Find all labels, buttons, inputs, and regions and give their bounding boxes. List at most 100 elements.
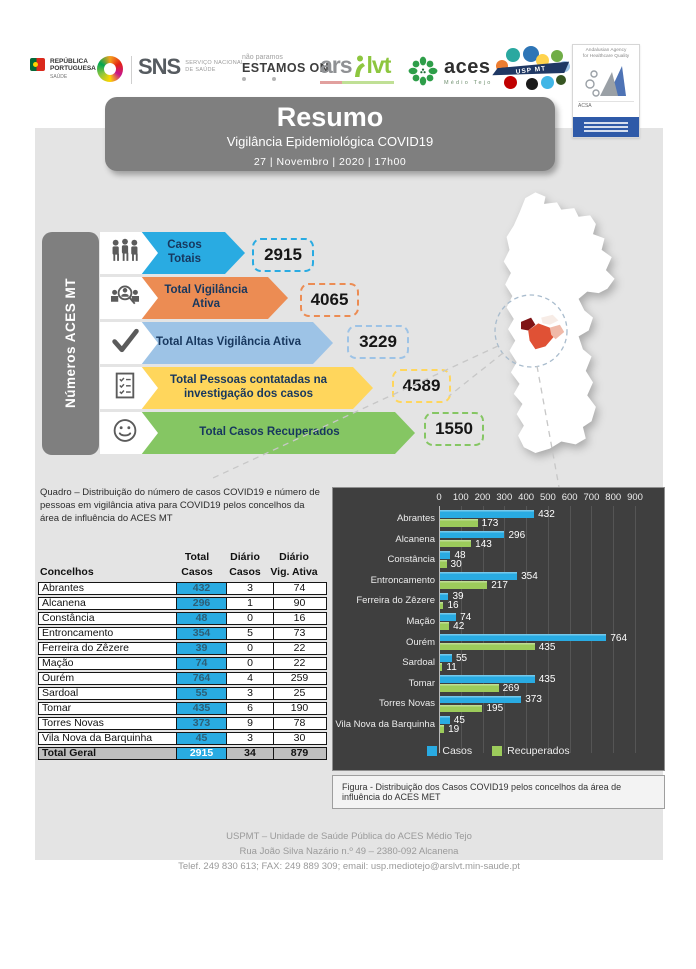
usp-mt-title: USP MT (515, 65, 547, 76)
cell-diario-casos: 3 (226, 731, 274, 745)
acsa-line2: for Healthcare Quality (582, 53, 630, 59)
cell-diario-casos: 4 (226, 671, 274, 685)
cell-total-casos: 432 (175, 581, 228, 595)
cell-total-casos: 435 (175, 701, 228, 715)
chart-axis-tick: 700 (583, 492, 600, 503)
number-banner-label: Total Altas Vigilância Ativa (155, 336, 302, 349)
numbers-side-label: Números ACES MT (42, 232, 99, 455)
chart-legend: Casos Recuperados (333, 745, 664, 757)
cell-diario-vig: 74 (272, 581, 327, 595)
number-banner-label: Total Pessoas contatadas na investigação… (169, 374, 327, 400)
chart-bar-casos (440, 551, 451, 559)
table-row: Ourém 764 4 259 (38, 671, 327, 685)
chart-bar-value: 296 (508, 529, 526, 541)
cell-diario-casos: 9 (226, 716, 274, 730)
header-logo-row: REPÚBLICA PORTUGUESA SAÚDE SNS SERVIÇO N… (0, 0, 696, 138)
surveillance-icon (107, 282, 143, 314)
estamos-on-marks (242, 77, 329, 81)
chart-bar-value: 11 (446, 662, 457, 674)
chart-category-label: Sardoal (402, 657, 435, 669)
table-row: Entroncamento 354 5 73 (38, 626, 327, 640)
chart-bar-recuperados (440, 642, 535, 651)
chart-axis-tick: 600 (561, 492, 578, 503)
sns-line1: SERVIÇO NACIONAL (185, 60, 245, 67)
number-banner-arrow: Total Pessoas contatadas na investigação… (138, 367, 373, 409)
legend-label: Recuperados (507, 744, 570, 757)
cell-diario-casos: 3 (226, 581, 274, 595)
covid-bar-chart: 0 100 200 300 400 500 600 700 800 900 Abrantes 432 1… (332, 487, 665, 771)
cell-concelho: Abrantes (38, 581, 177, 595)
chart-bar-casos (440, 716, 450, 724)
number-value-box: 2915 (252, 238, 314, 272)
chart-bar-recuperados (440, 663, 443, 671)
table-row: Sardoal 55 3 25 (38, 686, 327, 700)
cell-total-casos: 39 (175, 641, 228, 655)
table-body: Abrantes 432 3 74 Alcanena 296 1 90 Constância 48… (38, 581, 327, 760)
aces-subtitle: Médio Tejo (444, 80, 493, 86)
chart-bar-casos (440, 675, 535, 683)
number-value: 2915 (264, 245, 302, 264)
chart-bar-recuperados (440, 622, 450, 630)
chart-bar-value: 16 (447, 600, 459, 612)
chart-bar-recuperados (440, 725, 445, 733)
logo-usp-mt: USP MT (496, 46, 572, 94)
table-row: Torres Novas 373 9 78 (38, 716, 327, 730)
chart-bar-value: 42 (453, 621, 465, 632)
chart-category-label: Alcanena (395, 533, 435, 545)
report-date: 27 | Novembro | 2020 | 17h00 (253, 156, 407, 168)
republica-sub: SAÚDE (50, 73, 68, 80)
chart-bar-value: 173 (481, 518, 499, 529)
chart-bar-casos (440, 572, 518, 580)
cell-diario-casos: 1 (226, 596, 274, 610)
number-banner-row: Total Casos Recuperados (100, 412, 415, 454)
cell-total-casos: 2915 (175, 746, 228, 760)
cell-total-casos: 74 (175, 656, 228, 670)
chart-bar-casos (440, 592, 449, 601)
chart-bar-casos (440, 530, 505, 539)
chart-category-label: Constância (387, 554, 435, 566)
table-total-row: Total Geral 2915 34 879 (38, 746, 327, 760)
chart-category-label: Mação (406, 616, 435, 627)
cell-concelho: Vila Nova da Barquinha (38, 731, 177, 745)
logo-ars-lvt: ars lvt (320, 52, 394, 84)
logo-estamos-on: não paramos ESTAMOS ON (242, 54, 329, 81)
legend-swatch (492, 745, 503, 756)
cell-diario-vig: 22 (272, 641, 327, 655)
cell-diario-vig: 78 (272, 716, 327, 730)
cell-diario-casos: 0 (226, 656, 274, 670)
chart-bar-value: 143 (475, 538, 492, 550)
number-value: 4065 (310, 290, 349, 309)
chart-bar-value: 195 (486, 703, 504, 715)
cell-total-casos: 55 (175, 686, 228, 700)
portugal-map (503, 192, 615, 453)
number-value: 3229 (359, 332, 397, 351)
number-banner-label: Casos Totais (167, 239, 202, 265)
number-banner-arrow: Total Vigilância Ativa (138, 277, 288, 319)
cell-concelho: Total Geral (38, 746, 177, 760)
legend-item-casos: Casos (427, 745, 472, 757)
page-subtitle: Vigilância Epidemiológica COVID19 (226, 134, 434, 149)
smiley-icon (107, 417, 143, 449)
footer-address: Rua João Silva Nazário n.º 49 – 2380-092… (239, 846, 459, 858)
ars-person-icon (354, 55, 365, 77)
aces-title: aces (444, 56, 491, 78)
chart-gridline (569, 506, 571, 753)
chart-bar-casos (440, 633, 607, 642)
chart-category-label: Vila Nova da Barquinha (335, 719, 435, 730)
chart-axis-tick: 800 (605, 492, 622, 503)
cell-diario-vig: 90 (272, 596, 327, 610)
cell-concelho: Ourém (38, 671, 177, 685)
cell-total-casos: 48 (175, 611, 228, 625)
chart-axis-tick: 900 (627, 492, 643, 503)
cell-concelho: Torres Novas (38, 716, 177, 730)
chart-axis-tick: 300 (496, 492, 513, 503)
chart-bar-recuperados (440, 684, 499, 692)
legend-swatch (427, 745, 438, 756)
chart-bar-value: 435 (538, 673, 556, 685)
cell-total-casos: 373 (175, 716, 228, 730)
acsa-certificate-strip (573, 117, 639, 137)
chart-category-label: Ourém (405, 636, 435, 648)
table-row: Abrantes 432 3 74 (38, 581, 327, 595)
cell-diario-vig: 25 (272, 686, 327, 700)
number-banner-label: Total Casos Recuperados (199, 426, 340, 439)
